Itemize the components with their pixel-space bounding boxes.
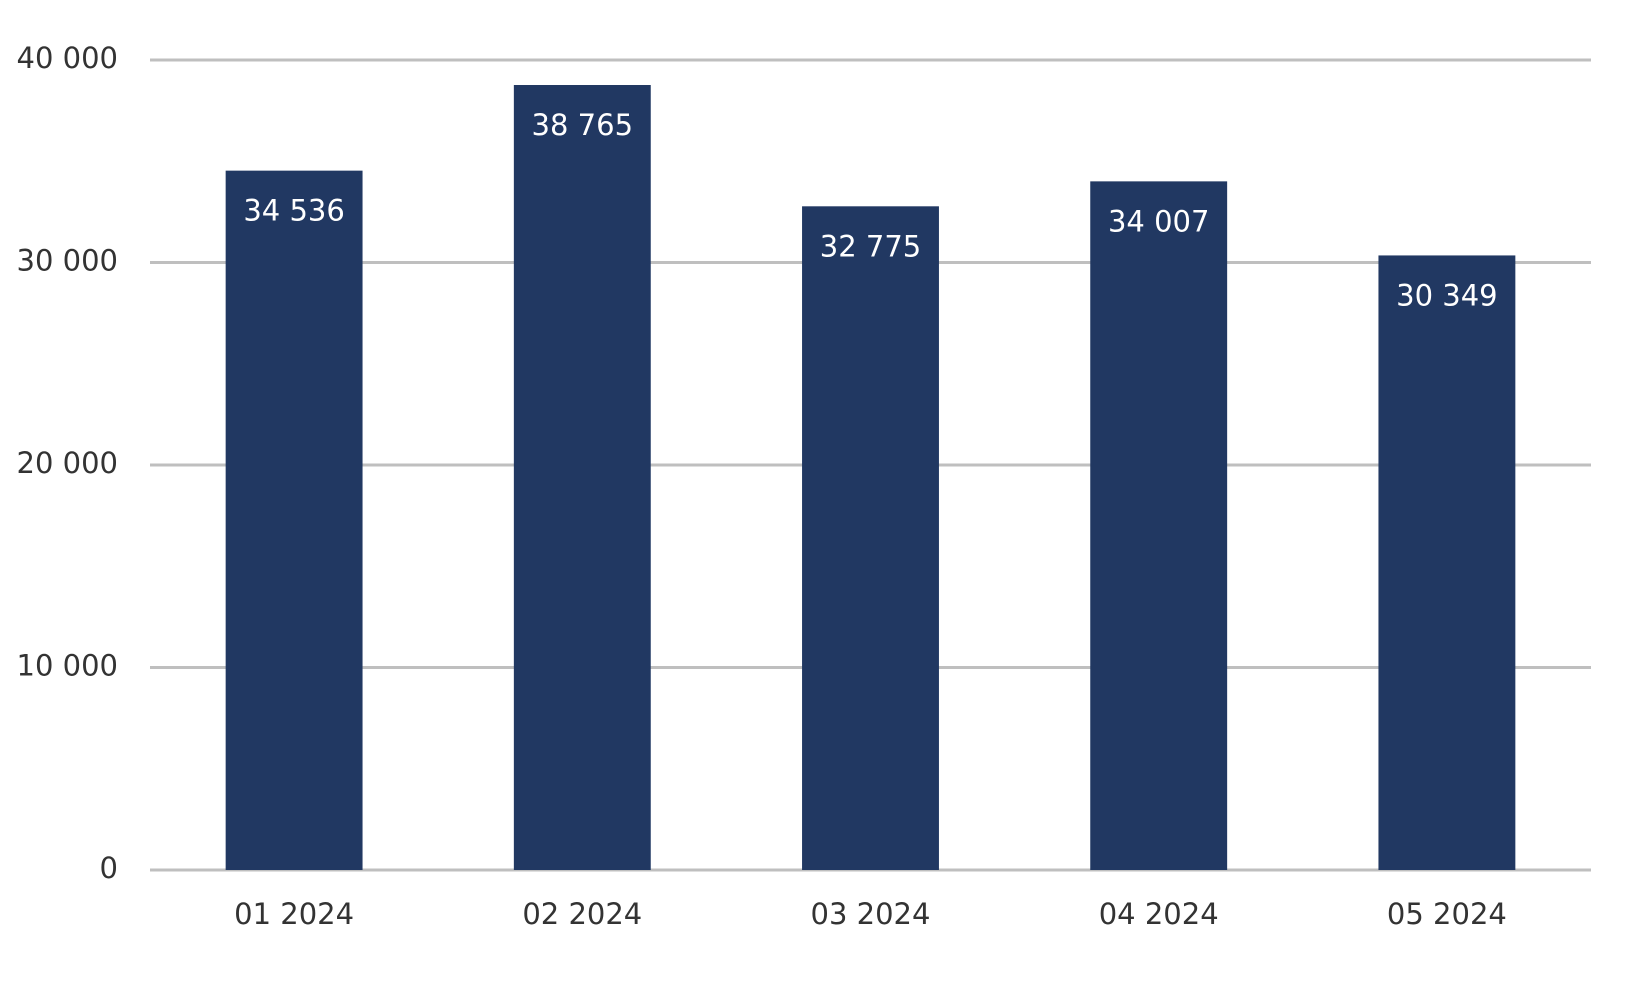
bar [1090,181,1228,870]
x-tick-label: 03 2024 [811,897,931,931]
y-tick-label: 20 000 [17,446,118,480]
bar [1378,255,1516,871]
x-tick-label: 05 2024 [1387,897,1507,931]
value-label: 38 765 [532,108,633,142]
bar [225,170,363,870]
y-tick-label: 30 000 [17,244,118,278]
bar [802,206,939,870]
y-tick-label: 40 000 [17,41,118,75]
x-tick-label: 04 2024 [1099,897,1219,931]
value-label: 34 536 [243,194,344,228]
value-label: 30 349 [1396,278,1497,312]
y-tick-label: 10 000 [17,649,118,683]
value-label: 32 775 [820,229,921,263]
bar [513,85,651,871]
x-tick-label: 01 2024 [234,897,354,931]
y-tick-label: 0 [100,851,118,885]
value-label: 34 007 [1108,204,1209,238]
x-tick-label: 02 2024 [522,897,642,931]
